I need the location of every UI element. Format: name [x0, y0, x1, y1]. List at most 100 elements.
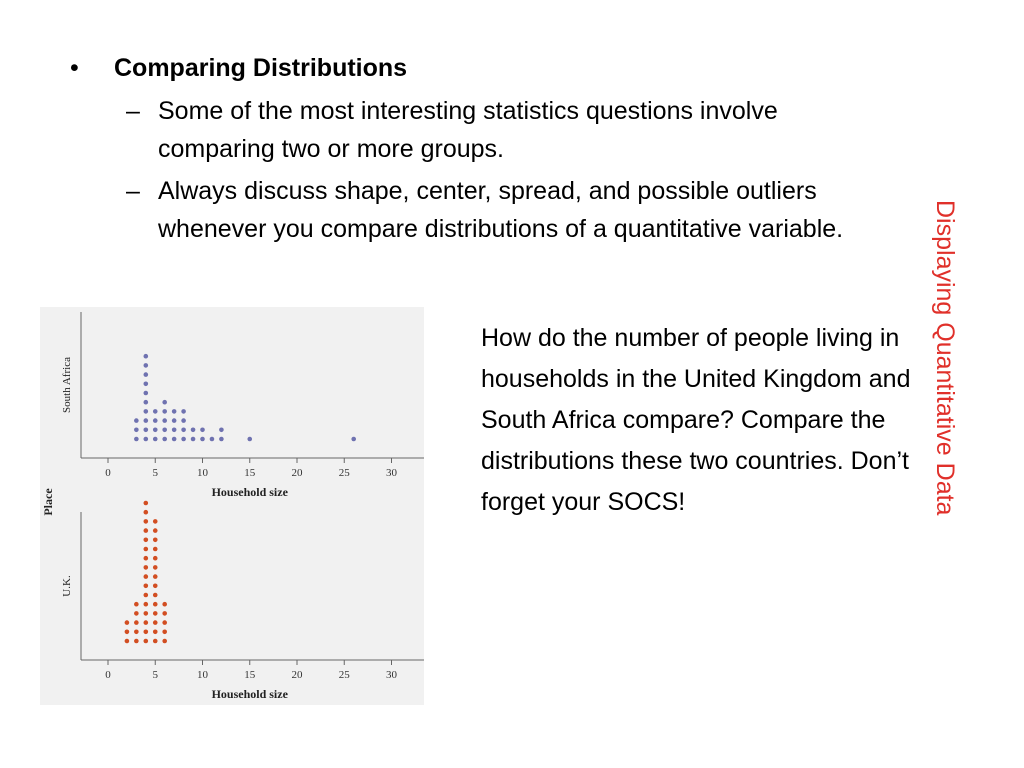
data-dot	[134, 601, 139, 607]
data-dot	[143, 509, 149, 515]
data-dot	[143, 537, 149, 543]
data-dot	[171, 436, 177, 442]
data-dot	[162, 427, 167, 433]
data-dot	[181, 418, 186, 423]
sub-bullet-2: – Always discuss shape, center, spread, …	[126, 172, 870, 248]
data-dot	[152, 555, 158, 561]
data-dot	[171, 427, 177, 433]
data-dot	[152, 574, 158, 579]
data-dot	[152, 537, 158, 543]
data-dot	[143, 399, 149, 405]
dash-symbol: –	[126, 177, 140, 205]
data-dot	[152, 629, 158, 635]
data-dot	[143, 629, 149, 635]
data-dot	[143, 601, 149, 607]
data-dot	[124, 629, 130, 635]
data-dot	[134, 418, 139, 423]
data-dot	[162, 399, 167, 405]
data-dot	[124, 638, 130, 644]
x-tick-label: 10	[197, 669, 209, 681]
data-dot	[143, 583, 149, 589]
bullet-symbol: •	[70, 54, 79, 82]
data-dot	[143, 353, 149, 359]
data-dot	[181, 436, 186, 442]
data-dot	[143, 390, 149, 396]
data-dot	[190, 427, 196, 433]
data-dot	[152, 436, 158, 442]
data-dot	[143, 500, 149, 506]
data-dot	[143, 528, 149, 533]
question-text: How do the number of people living in ho…	[481, 324, 911, 516]
data-dot	[152, 427, 158, 433]
panel-label: South Africa	[61, 357, 73, 413]
panels-group: South Africa 0 5 10 15 20 25 30 Household size U.…	[61, 312, 424, 701]
data-dot	[162, 418, 167, 423]
data-dot	[143, 620, 149, 625]
sub-bullet-2-text: Always discuss shape, center, spread, an…	[158, 177, 844, 243]
data-dot	[143, 381, 149, 387]
data-dot	[152, 565, 158, 570]
data-dot	[124, 620, 130, 625]
data-dot	[351, 436, 357, 442]
data-dot	[152, 638, 158, 644]
data-dot	[200, 427, 205, 433]
data-dot	[143, 546, 149, 552]
data-dot	[200, 436, 205, 442]
data-dot	[152, 583, 158, 589]
data-dot	[190, 436, 196, 442]
data-dot	[143, 592, 149, 598]
data-dot	[162, 620, 167, 625]
panel-uk: U.K. 0 5 10 15 20 25 30 Household size	[61, 500, 424, 701]
dotplot-figure: Place South Africa 0 5 10 15 20 25 30 Household …	[40, 307, 424, 705]
data-dot	[143, 555, 149, 561]
data-dot	[143, 519, 149, 524]
data-dot	[162, 436, 167, 442]
data-dot	[152, 611, 158, 616]
data-dot	[247, 436, 253, 442]
x-tick-label: 25	[339, 467, 351, 479]
x-tick-label: 15	[244, 467, 256, 479]
x-tick-label: 15	[244, 669, 256, 681]
data-dot	[171, 418, 177, 423]
data-dot	[143, 574, 149, 579]
data-dot	[134, 638, 139, 644]
x-tick-label: 30	[386, 669, 398, 681]
data-dot	[152, 528, 158, 533]
x-tick-label: 0	[105, 669, 111, 681]
x-tick-label: 30	[386, 467, 398, 479]
data-dot	[143, 372, 149, 377]
sub-bullet-1: – Some of the most interesting statistic…	[126, 92, 870, 168]
data-dot	[152, 546, 158, 552]
bullet-list: • Comparing Distributions – Some of the …	[70, 48, 870, 248]
data-dot	[143, 565, 149, 570]
x-tick-label: 5	[153, 669, 159, 681]
data-dot	[219, 427, 224, 433]
x-axis-label: Household size	[212, 485, 289, 499]
data-dot	[143, 363, 149, 368]
data-dot	[143, 418, 149, 423]
dotplot-chart: Place South Africa 0 5 10 15 20 25 30 Household …	[40, 307, 424, 705]
x-tick-label: 5	[153, 467, 159, 479]
data-dot	[162, 611, 167, 616]
main-bullet: • Comparing Distributions	[70, 48, 870, 88]
panel-south-africa: South Africa 0 5 10 15 20 25 30 Household size	[61, 312, 424, 499]
data-dot	[162, 629, 167, 635]
data-dot	[209, 436, 215, 442]
data-dot	[134, 611, 139, 616]
x-tick-label: 20	[292, 467, 304, 479]
data-dot	[134, 427, 139, 433]
data-dot	[171, 409, 177, 414]
facet-label: Place	[41, 488, 55, 516]
main-bullet-text: Comparing Distributions	[114, 54, 408, 82]
sub-bullet-1-text: Some of the most interesting statistics …	[158, 97, 778, 163]
data-dot	[219, 436, 224, 442]
data-dot	[143, 427, 149, 433]
data-dot	[181, 409, 186, 414]
data-dot	[152, 409, 158, 414]
data-dot	[152, 592, 158, 598]
x-tick-label: 10	[197, 467, 209, 479]
data-dot	[152, 620, 158, 625]
panel-label: U.K.	[61, 575, 73, 597]
data-dot	[162, 638, 167, 644]
data-dot	[162, 409, 167, 414]
